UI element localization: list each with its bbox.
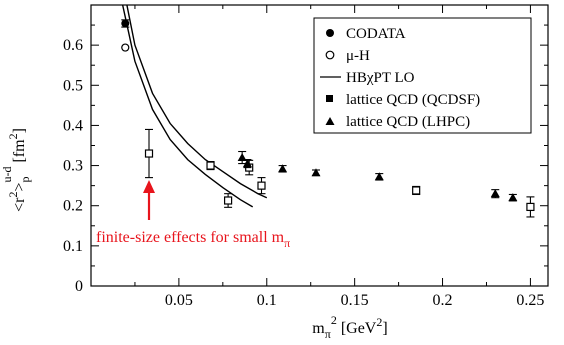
annotation [143, 180, 156, 220]
legend-marker-codata [326, 29, 334, 37]
legend-label-muh: μ-H [346, 48, 370, 64]
legend-label-qcdsf: lattice QCD (QCDSF) [346, 92, 480, 108]
y-tick-label: 0.1 [63, 238, 83, 255]
point-qcdsf [206, 161, 215, 170]
x-tick-label: 0.05 [165, 292, 193, 309]
y-tick-label: 0.3 [63, 158, 83, 175]
y-tick-label: 0 [75, 278, 83, 295]
y-tick-label: 0.4 [63, 117, 83, 134]
legend-marker-muh [325, 50, 335, 60]
point-muh [121, 43, 130, 52]
theory-curve [121, 5, 254, 208]
point-lhpc [311, 168, 321, 177]
point-lhpc [242, 159, 252, 168]
annotation-text: finite-size effects for small mπ [96, 229, 290, 250]
annotation-arrow-head [143, 180, 156, 193]
point-qcdsf [257, 181, 266, 190]
legend-marker-qcdsf [326, 95, 333, 102]
point-qcdsf [412, 186, 421, 195]
point-lhpc [374, 172, 384, 181]
legend-box [313, 17, 532, 134]
point-lhpc [508, 193, 518, 202]
y-tick-label: 0.5 [63, 77, 83, 94]
x-tick-label: 0.1 [257, 292, 277, 309]
theory-curve [126, 5, 268, 199]
legend-label-hbchipt: HBχPT LO [346, 70, 415, 86]
point-lhpc [278, 164, 288, 173]
legend: CODATA μ-H HBχPT LO lattice QCD (QCDSF) … [313, 17, 532, 134]
point-qcdsf [144, 149, 154, 158]
point-lhpc [490, 189, 500, 198]
y-tick-label: 0.6 [63, 37, 83, 54]
x-tick-label: 0.25 [516, 292, 544, 309]
axis-ticks: 0.05 0.1 0.15 0.2 0.25 0 0.1 0.2 0.3 0.4 0.5 0.6 [63, 5, 548, 309]
x-tick-label: 0.15 [341, 292, 369, 309]
data-points [121, 19, 535, 218]
point-qcdsf [224, 196, 233, 205]
legend-label-lhpc: lattice QCD (LHPC) [346, 114, 470, 130]
point-codata [121, 19, 130, 28]
x-tick-label: 0.2 [433, 292, 453, 309]
legend-label-codata: CODATA [346, 26, 406, 42]
point-qcdsf [526, 202, 535, 212]
legend-marker-lhpc [325, 117, 335, 125]
y-tick-label: 0.2 [63, 198, 83, 215]
theory-curves [121, 5, 268, 208]
